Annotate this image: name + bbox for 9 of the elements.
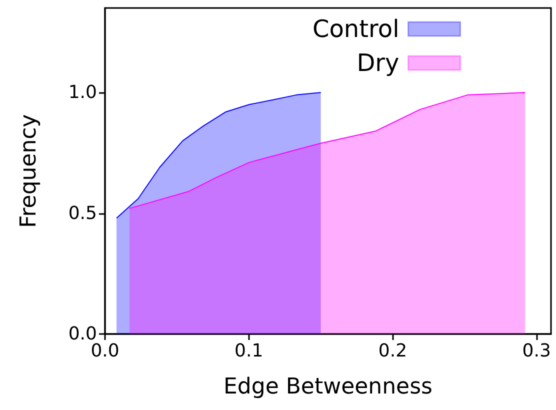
y-axis-title: Frequency (16, 114, 42, 228)
x-tick-label: 0.1 (234, 340, 264, 362)
legend-label: Dry (356, 49, 400, 77)
y-tick-label: 0.5 (68, 202, 97, 224)
x-tick-label: 0.2 (378, 340, 408, 362)
legend-label: Control (312, 15, 400, 43)
x-tick-label: 0.3 (522, 340, 551, 362)
y-tick-label: 1.0 (68, 82, 97, 104)
x-axis-title: Edge Betweenness (223, 374, 433, 400)
